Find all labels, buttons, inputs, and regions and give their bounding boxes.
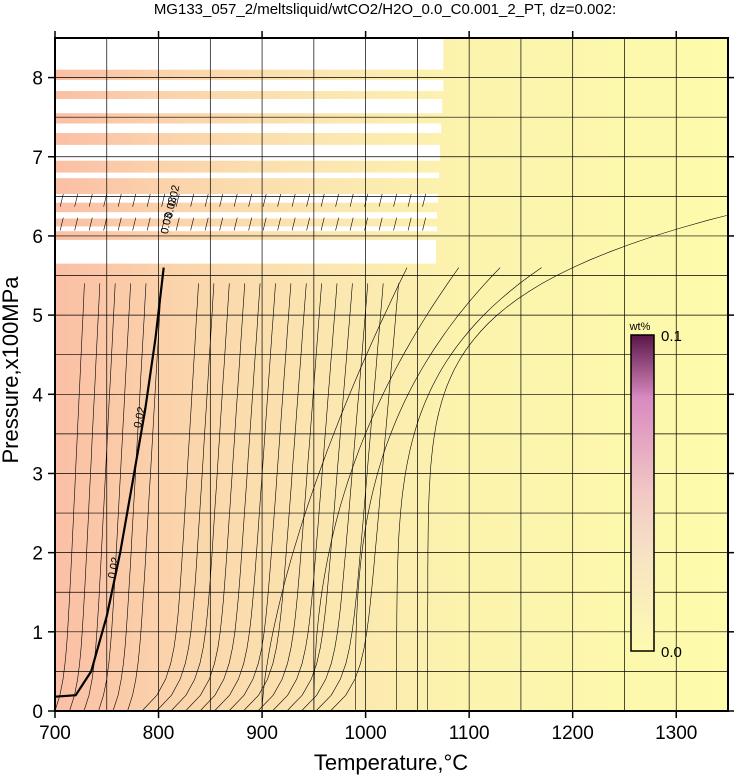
contour-segment-70 [335, 217, 339, 231]
colorbar-unit: wt% [629, 321, 651, 333]
contour-segment-75 [407, 217, 412, 231]
contour-segment-60 [190, 217, 195, 231]
contour-segment-66 [277, 217, 282, 231]
contour-segment-64 [248, 217, 253, 231]
y-axis-title: Pressure,x100MPa [0, 276, 23, 464]
grid-lines [55, 38, 728, 711]
contour-segment-55 [117, 217, 122, 231]
contour-segment-74 [393, 217, 397, 231]
contour-segment-54 [103, 217, 108, 231]
y-tick-label-8: 8 [32, 69, 43, 90]
no-data-band-6 [55, 123, 442, 134]
no-data-band-1 [55, 226, 438, 232]
y-tick-label-7: 7 [32, 148, 43, 169]
no-data-band-8 [55, 79, 444, 92]
no-data-band-0 [55, 239, 437, 264]
y-tick-label-0: 0 [32, 702, 43, 723]
contour-label-4: 0.02 [166, 184, 182, 207]
contour-segment-56 [132, 217, 137, 231]
contour-line-22 [354, 267, 501, 711]
contour-segment-62 [219, 217, 224, 231]
no-data-band-4 [55, 172, 440, 179]
contour-segment-72 [364, 217, 368, 231]
contour-segment-68 [306, 217, 310, 231]
contour-segment-58 [161, 217, 166, 231]
plot-frame [54, 37, 729, 712]
x-axis-title: Temperature,°C [314, 750, 468, 775]
y-tick-label-1: 1 [32, 623, 43, 644]
no-data-band-3 [55, 193, 439, 203]
contour-segment-76 [422, 217, 426, 231]
contour-segment-51 [59, 217, 64, 231]
x-tick-label-6: 1300 [655, 723, 697, 744]
contour-line-20 [261, 267, 408, 711]
x-tick-label-3: 1000 [344, 723, 386, 744]
plot-area: 0.020.020.030.030.02 [55, 38, 728, 711]
contour-segment-59 [175, 217, 180, 231]
y-tick-label-3: 3 [32, 464, 43, 485]
colorbar: wt% 0.1 0.0 [629, 321, 682, 661]
contour-segment-73 [378, 217, 383, 231]
colorbar-min-label: 0.0 [661, 644, 682, 661]
contour-segment-69 [320, 217, 325, 231]
contour-segment-71 [349, 217, 354, 231]
contour-segment-57 [146, 217, 151, 231]
y-tick-label-4: 4 [32, 385, 43, 406]
highlight-contour: 0.020.020.030.030.02 [55, 184, 182, 698]
highlight-contour-line [55, 267, 165, 698]
x-tick-label-5: 1200 [552, 723, 594, 744]
contour-label-2: 0.03 [159, 212, 175, 235]
no-data-band-2 [55, 212, 438, 219]
contour-segment-63 [233, 217, 238, 231]
contour-segment-67 [291, 217, 296, 231]
no-data-bands [55, 38, 444, 264]
x-tick-label-1: 800 [143, 723, 175, 744]
contour-line-21 [313, 267, 460, 711]
contour-label-3: 0.03 [163, 196, 179, 219]
contour-segment-52 [74, 217, 79, 231]
contour-label-0: 0.02 [106, 556, 122, 579]
y-tick-label-6: 6 [32, 227, 43, 248]
no-data-band-5 [55, 144, 441, 161]
contour-segment-53 [88, 217, 93, 231]
colorbar-gradient [630, 334, 655, 652]
x-tick-label-2: 900 [246, 723, 278, 744]
chart-title: MG133_057_2/meltsliquid/wtCO2/H2O_0.0_C0… [154, 1, 616, 18]
x-tick-label-0: 700 [39, 723, 71, 744]
y-tick-label-5: 5 [32, 306, 43, 327]
y-tick-label-2: 2 [32, 544, 43, 565]
axis-ticks: 700 800 900 1000 1100 1200 1300 0 1 2 3 4 5 6 7 8 [32, 31, 734, 744]
no-data-band-7 [55, 98, 443, 114]
contour-label-1: 0.02 [132, 406, 148, 429]
x-tick-label-4: 1100 [449, 723, 490, 744]
colorbar-max-label: 0.1 [661, 328, 682, 345]
contour-line-23 [396, 267, 542, 711]
contour-segment-65 [262, 217, 267, 231]
no-data-band-9 [55, 38, 444, 70]
contour-line-24 [427, 214, 728, 711]
contour-segment-61 [204, 217, 209, 231]
